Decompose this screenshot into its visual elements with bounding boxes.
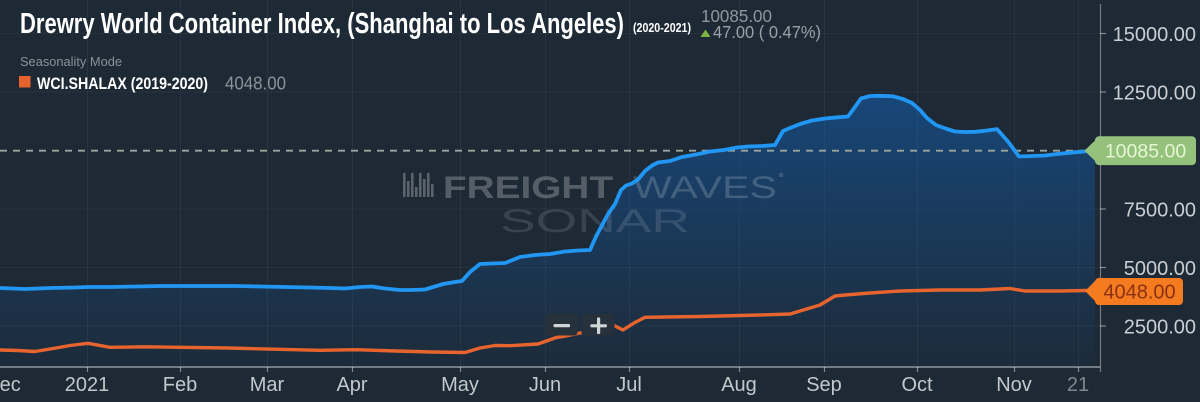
svg-text:10085.00: 10085.00 [701, 6, 772, 26]
svg-text:7500.00: 7500.00 [1124, 199, 1196, 221]
svg-text:Sep: Sep [806, 374, 842, 396]
svg-text:WAVES: WAVES [633, 169, 777, 205]
svg-text:Seasonality Mode: Seasonality Mode [20, 54, 122, 69]
svg-text:5000.00: 5000.00 [1124, 258, 1196, 280]
svg-text:(2020-2021): (2020-2021) [633, 20, 691, 35]
svg-text:Jul: Jul [616, 374, 642, 396]
svg-text:Oct: Oct [901, 374, 933, 396]
svg-text:Drewry World Container Index,: Drewry World Container Index, (Shanghai … [20, 8, 624, 40]
svg-text:15000.00: 15000.00 [1113, 24, 1196, 46]
svg-text:4048.00: 4048.00 [1103, 282, 1175, 304]
svg-text:2500.00: 2500.00 [1124, 316, 1196, 338]
svg-text:May: May [441, 374, 479, 396]
svg-text:12500.00: 12500.00 [1113, 82, 1196, 104]
svg-text:47.00 ( 0.47%): 47.00 ( 0.47%) [713, 22, 821, 42]
svg-text:Apr: Apr [336, 374, 367, 396]
svg-text:Feb: Feb [163, 374, 197, 396]
svg-text:10085.00: 10085.00 [1105, 141, 1186, 163]
svg-text:Aug: Aug [721, 374, 757, 396]
svg-text:Nov: Nov [996, 374, 1032, 396]
svg-text:2021: 2021 [65, 374, 110, 396]
svg-text:Dec: Dec [0, 374, 21, 396]
svg-text:21: 21 [1067, 374, 1089, 396]
svg-text:Mar: Mar [250, 374, 285, 396]
svg-text:WCI.SHALAX (2019-2020): WCI.SHALAX (2019-2020) [37, 75, 208, 93]
svg-text:SONAR: SONAR [500, 203, 690, 239]
svg-text:Jun: Jun [529, 374, 561, 396]
svg-text:FREIGHT: FREIGHT [443, 169, 613, 205]
svg-text:4048.00: 4048.00 [225, 74, 286, 94]
